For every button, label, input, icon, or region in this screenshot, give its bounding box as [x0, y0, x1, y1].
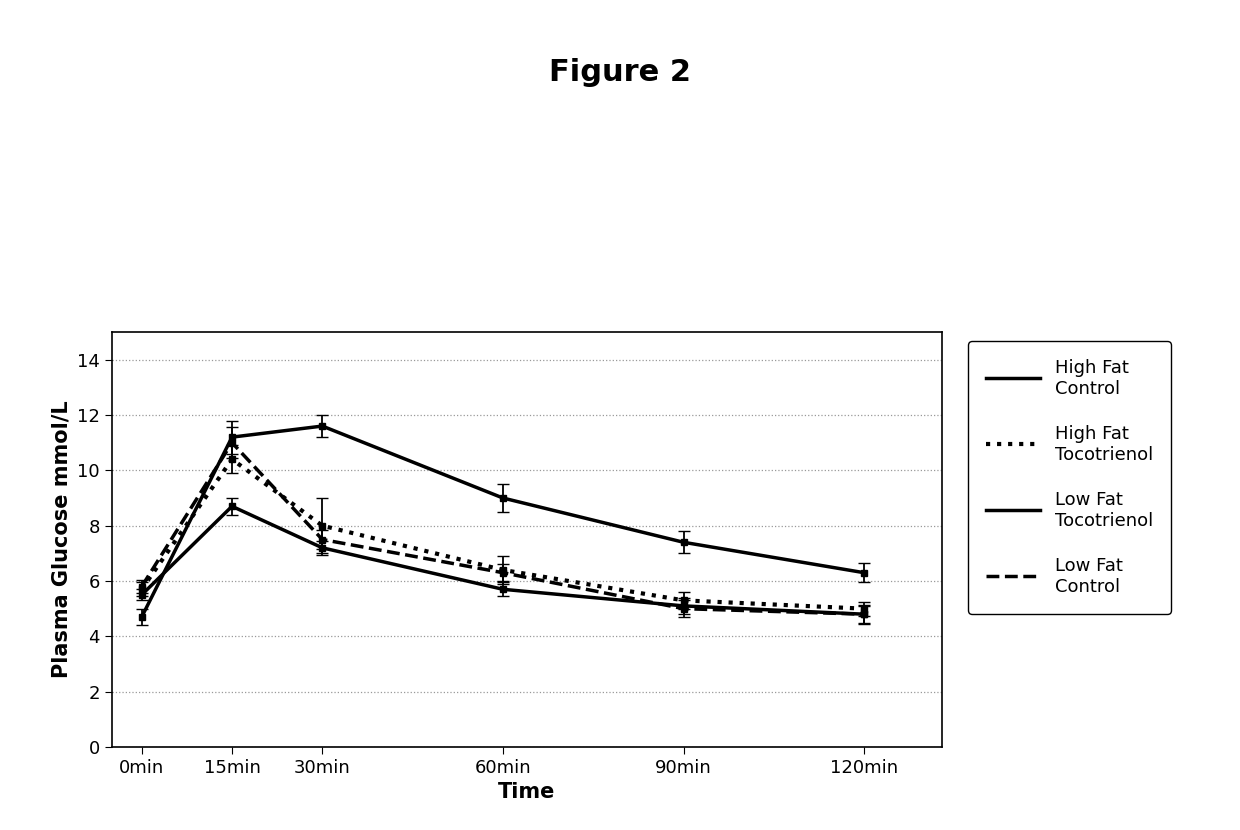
Legend: High Fat
Control, High Fat
Tocotrienol, Low Fat
Tocotrienol, Low Fat
Control: High Fat Control, High Fat Tocotrienol, …	[968, 341, 1171, 613]
Text: Figure 2: Figure 2	[549, 58, 691, 87]
X-axis label: Time: Time	[498, 783, 556, 803]
Y-axis label: Plasma Glucose mmol/L: Plasma Glucose mmol/L	[51, 401, 72, 678]
